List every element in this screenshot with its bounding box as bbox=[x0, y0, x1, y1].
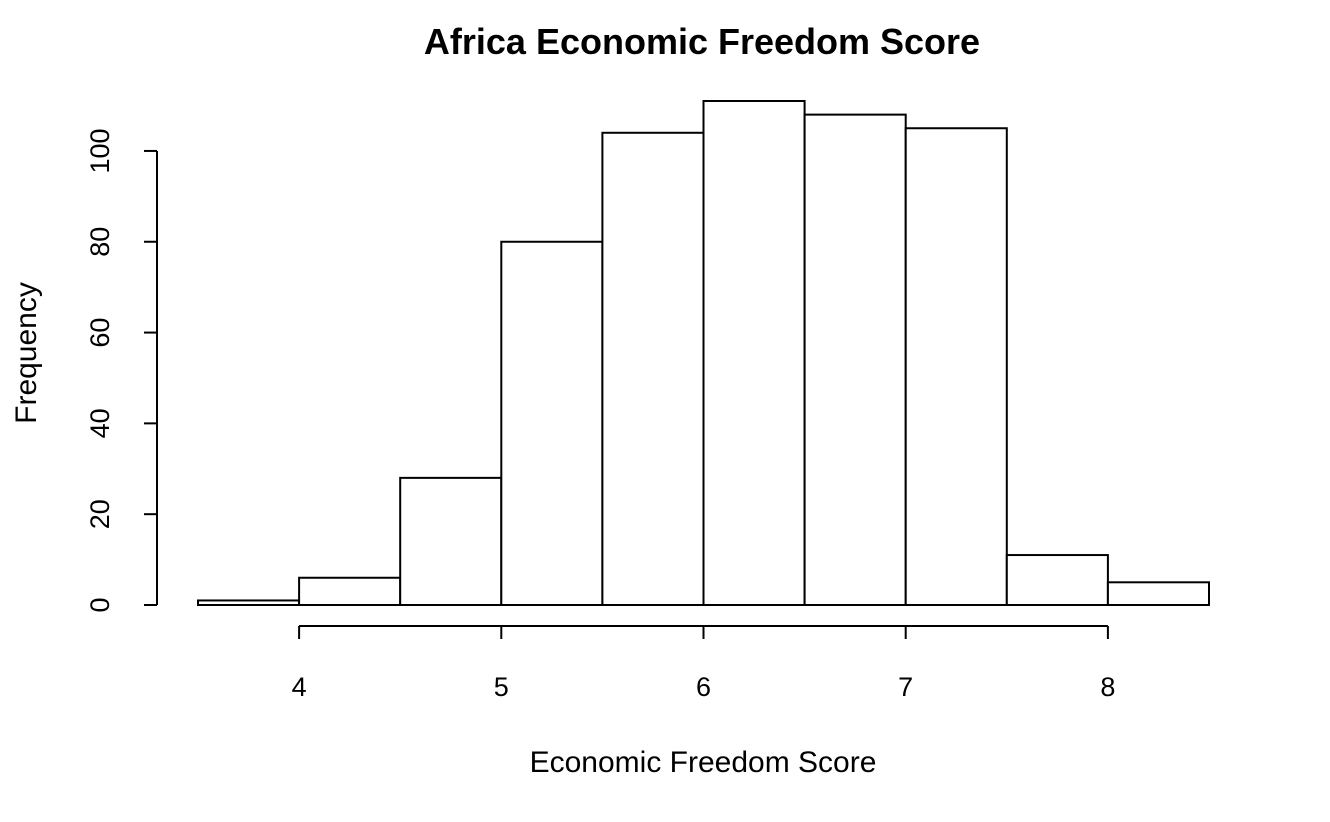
y-tick-label-1: 20 bbox=[85, 499, 115, 529]
y-axis: 0 20 40 60 80 100 bbox=[85, 128, 158, 613]
x-tick-label-2: 6 bbox=[696, 672, 711, 702]
histogram-bar-0 bbox=[197, 599, 301, 607]
x-tick-label-4: 8 bbox=[1100, 672, 1115, 702]
histogram-bar-2 bbox=[399, 476, 503, 606]
histogram-bar-6 bbox=[803, 113, 907, 607]
histogram-bar-1 bbox=[298, 576, 402, 607]
y-tick-label-2: 40 bbox=[85, 408, 115, 438]
y-axis-label: Frequency bbox=[10, 282, 43, 424]
histogram-bar-5 bbox=[702, 100, 806, 606]
histogram-bar-8 bbox=[1005, 554, 1109, 607]
x-axis: 4 5 6 7 8 bbox=[292, 625, 1115, 702]
x-tick-label-1: 5 bbox=[494, 672, 509, 702]
x-tick-label-3: 7 bbox=[898, 672, 913, 702]
bars-group bbox=[197, 100, 1211, 607]
y-tick-label-3: 60 bbox=[85, 318, 115, 348]
x-axis-label: Economic Freedom Score bbox=[530, 746, 877, 779]
histogram-bar-9 bbox=[1106, 581, 1211, 607]
y-tick-label-4: 80 bbox=[85, 227, 115, 257]
chart-title: Africa Economic Freedom Score bbox=[424, 21, 980, 62]
x-tick-label-0: 4 bbox=[292, 672, 307, 702]
histogram-bar-7 bbox=[904, 127, 1008, 606]
histogram-bar-4 bbox=[601, 131, 705, 606]
histogram-bar-3 bbox=[500, 240, 604, 607]
y-tick-label-0: 0 bbox=[85, 597, 115, 612]
y-tick-label-5: 100 bbox=[85, 128, 115, 173]
